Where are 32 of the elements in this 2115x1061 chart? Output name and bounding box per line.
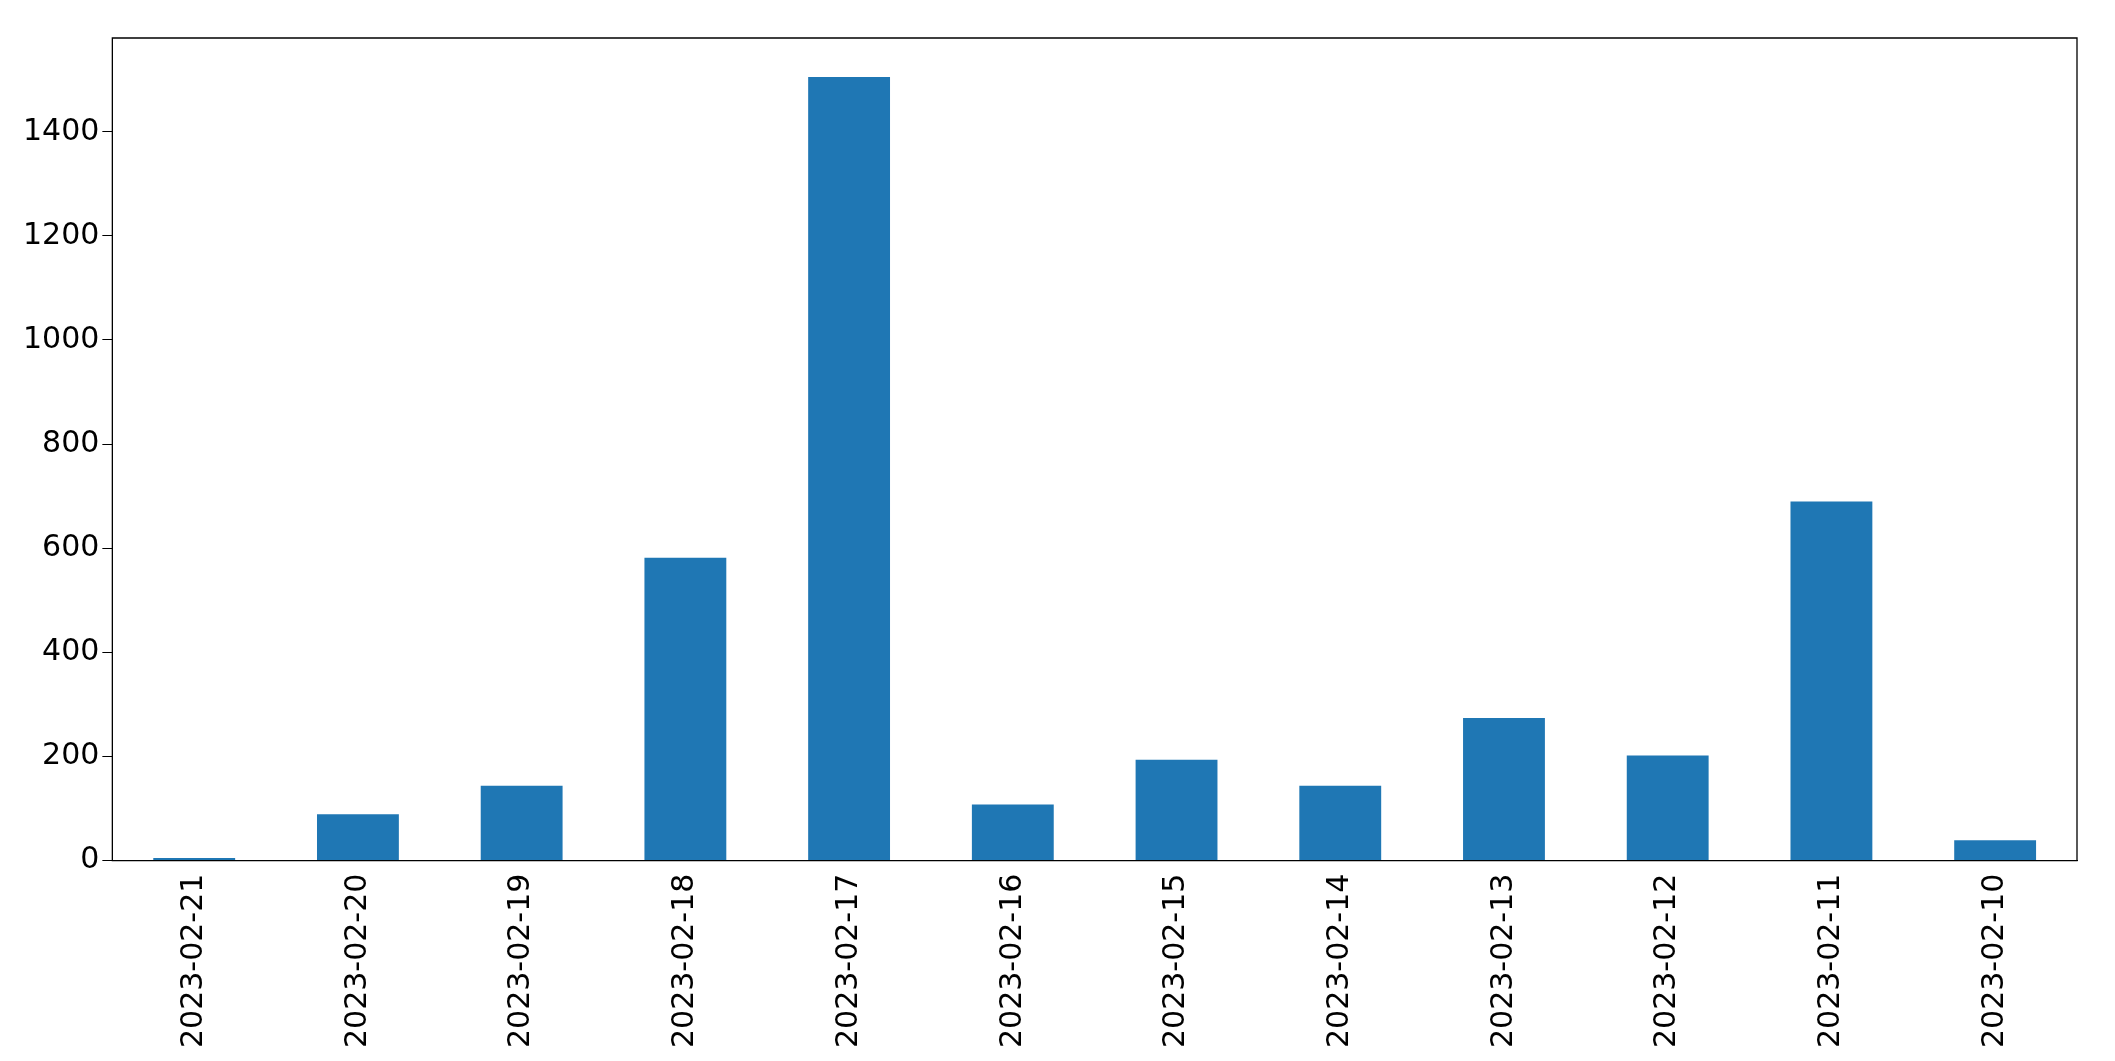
x-tick-label: 2023-02-19 — [501, 873, 537, 1049]
x-tick-label: 2023-02-12 — [1647, 873, 1683, 1049]
y-tick-label: 1200 — [22, 215, 100, 251]
bar — [1954, 840, 2037, 861]
x-tick-label: 2023-02-10 — [1974, 873, 2010, 1049]
bar — [1299, 785, 1382, 861]
y-tick-label: 200 — [42, 736, 100, 772]
y-tick-label: 1000 — [22, 319, 100, 355]
bar — [971, 804, 1054, 861]
y-tick-label: 400 — [42, 632, 100, 668]
bar — [808, 77, 891, 861]
bar — [1626, 755, 1709, 861]
y-tick-label: 0 — [80, 840, 100, 876]
y-tick-label: 600 — [42, 528, 100, 564]
x-tick-label: 2023-02-18 — [665, 873, 701, 1049]
bar — [1463, 717, 1545, 861]
y-tick-label: 800 — [42, 423, 100, 459]
x-tick-label: 2023-02-13 — [1483, 873, 1519, 1049]
bar — [644, 557, 727, 861]
bar — [153, 858, 236, 861]
x-tick-label: 2023-02-14 — [1320, 873, 1356, 1049]
bar — [317, 814, 399, 861]
bar — [1135, 759, 1218, 861]
x-tick-label: 2023-02-16 — [992, 873, 1028, 1049]
x-tick-label: 2023-02-20 — [337, 873, 373, 1049]
bar — [1790, 501, 1873, 861]
bar — [480, 785, 563, 861]
x-tick-label: 2023-02-11 — [1811, 873, 1847, 1049]
x-tick-label: 2023-02-21 — [174, 873, 210, 1049]
x-tick-label: 2023-02-15 — [1156, 873, 1192, 1049]
x-tick-label: 2023-02-17 — [828, 873, 864, 1049]
y-tick-label: 1400 — [22, 111, 100, 147]
